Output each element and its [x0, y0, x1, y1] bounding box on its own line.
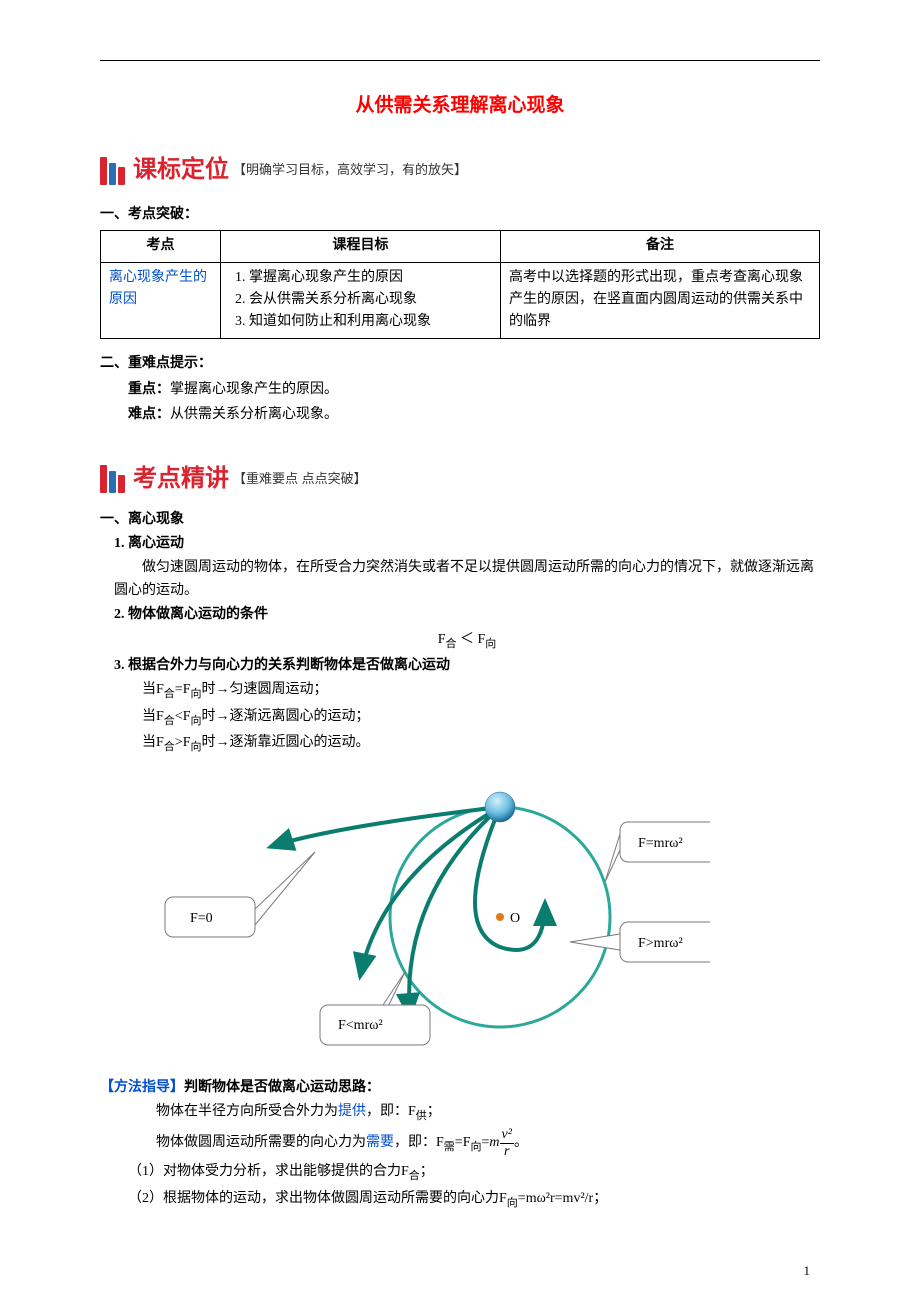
- th-goals: 课程目标: [221, 231, 501, 262]
- method-line1: 物体在半径方向所受合外力为提供，即：F供；: [156, 1101, 820, 1125]
- td-goals: 掌握离心现象产生的原因 会从供需关系分析离心现象 知道如何防止和利用离心现象: [221, 262, 501, 338]
- banner-main-text: 课标定位: [133, 151, 229, 189]
- f-sub-left: 合: [446, 637, 457, 649]
- f-op: ＜: [457, 632, 478, 647]
- difficulty-line: 难点：从供需关系分析离心现象。: [128, 404, 820, 426]
- center-dot: [496, 913, 504, 921]
- page-number: 1: [804, 1261, 811, 1282]
- case1: 当F合=F向时→匀速圆周运动；: [142, 679, 820, 703]
- case3: 当F合>F向时→逐渐靠近圆心的运动。: [142, 732, 820, 756]
- banner-keypoints: 考点精讲 【重难要点 点点突破】: [100, 460, 820, 498]
- section2-heading: 二、重难点提示：: [100, 353, 820, 375]
- diff-text: 从供需关系分析离心现象。: [170, 407, 338, 422]
- fraction: v²r: [500, 1127, 514, 1159]
- table-row: 离心现象产生的原因 掌握离心现象产生的原因 会从供需关系分析离心现象 知道如何防…: [101, 262, 820, 338]
- section2-body: 重点：掌握离心现象产生的原因。 难点：从供需关系分析离心现象。: [100, 379, 820, 426]
- banner-sub-text: 【明确学习目标，高效学习，有的放矢】: [233, 160, 467, 181]
- document-title: 从供需关系理解离心现象: [100, 91, 820, 121]
- provide-word: 提供: [338, 1104, 366, 1119]
- key-label: 重点：: [128, 382, 170, 397]
- method-line2: 物体做圆周运动所需要的向心力为需要，即：F需=F向=mv²r。: [156, 1127, 820, 1159]
- goal-item: 会从供需关系分析离心现象: [249, 289, 492, 311]
- diff-label: 难点：: [128, 407, 170, 422]
- banner2-main-text: 考点精讲: [133, 460, 229, 498]
- banner2-sub-text: 【重难要点 点点突破】: [233, 469, 367, 490]
- f-left: F: [438, 632, 446, 647]
- svg-text:F<mrω²: F<mrω²: [338, 1018, 383, 1033]
- top-rule: [100, 60, 820, 61]
- method-step1: （1）对物体受力分析，求出能够提供的合力F合；: [128, 1161, 820, 1185]
- item1-text: 做匀速圆周运动的物体，在所受合力突然消失或者不足以提供圆周运动所需的向心力的情况…: [114, 557, 820, 602]
- method-step2: （2）根据物体的运动，求出物体做圆周运动所需要的向心力F向=mω²r=mv²/r…: [128, 1188, 820, 1212]
- center-label: O: [510, 911, 520, 926]
- td-topic: 离心现象产生的原因: [101, 262, 221, 338]
- f-sub-right: 向: [485, 637, 496, 649]
- case2: 当F合<F向时→逐渐远离圆心的运动；: [142, 706, 820, 730]
- method-heading-line: 【方法指导】判断物体是否做离心运动思路：: [100, 1077, 820, 1099]
- table-header-row: 考点 课程目标 备注: [101, 231, 820, 262]
- svg-text:F=0: F=0: [190, 911, 213, 926]
- centrifugal-diagram: O F=0 F<mrω² F=mrω² F>mrω²: [150, 767, 710, 1067]
- th-notes: 备注: [501, 231, 820, 262]
- callouts-group: F=0 F<mrω² F=mrω² F>mrω²: [165, 822, 710, 1045]
- breakthrough-table: 考点 课程目标 备注 离心现象产生的原因 掌握离心现象产生的原因 会从供需关系分…: [100, 230, 820, 339]
- document-page: 从供需关系理解离心现象 课标定位 【明确学习目标，高效学习，有的放矢】 一、考点…: [0, 0, 920, 1302]
- goal-item: 知道如何防止和利用离心现象: [249, 311, 492, 333]
- method-heading: 判断物体是否做离心运动思路：: [184, 1080, 380, 1095]
- goal-item: 掌握离心现象产生的原因: [249, 267, 492, 289]
- centrifugal-heading: 一、离心现象: [100, 509, 820, 531]
- item3-label: 3. 根据合外力与向心力的关系判断物体是否做离心运动: [114, 655, 820, 677]
- item2-label: 2. 物体做离心运动的条件: [114, 604, 820, 626]
- banner-bars-icon: [100, 157, 127, 185]
- topic-link: 离心现象产生的原因: [109, 270, 207, 307]
- svg-text:F=mrω²: F=mrω²: [638, 836, 683, 851]
- banner-curriculum: 课标定位 【明确学习目标，高效学习，有的放矢】: [100, 151, 820, 189]
- key-text: 掌握离心现象产生的原因。: [170, 382, 338, 397]
- need-word: 需要: [366, 1135, 394, 1150]
- item1-label: 1. 离心运动: [114, 533, 820, 555]
- td-notes: 高考中以选择题的形式出现，重点考查离心现象产生的原因，在竖直面内圆周运动的供需关…: [501, 262, 820, 338]
- section1-heading: 一、考点突破：: [100, 204, 820, 226]
- method-label: 【方法指导】: [100, 1080, 184, 1095]
- svg-text:F>mrω²: F>mrω²: [638, 936, 683, 951]
- item2-formula: F合 ＜ F向: [114, 629, 820, 653]
- diagram-svg: O F=0 F<mrω² F=mrω² F>mrω²: [150, 767, 710, 1067]
- key-point-line: 重点：掌握离心现象产生的原因。: [128, 379, 820, 401]
- trajectory-arcs: [270, 807, 545, 1017]
- banner-bars-icon: [100, 465, 127, 493]
- ball-icon: [485, 792, 515, 822]
- th-topic: 考点: [101, 231, 221, 262]
